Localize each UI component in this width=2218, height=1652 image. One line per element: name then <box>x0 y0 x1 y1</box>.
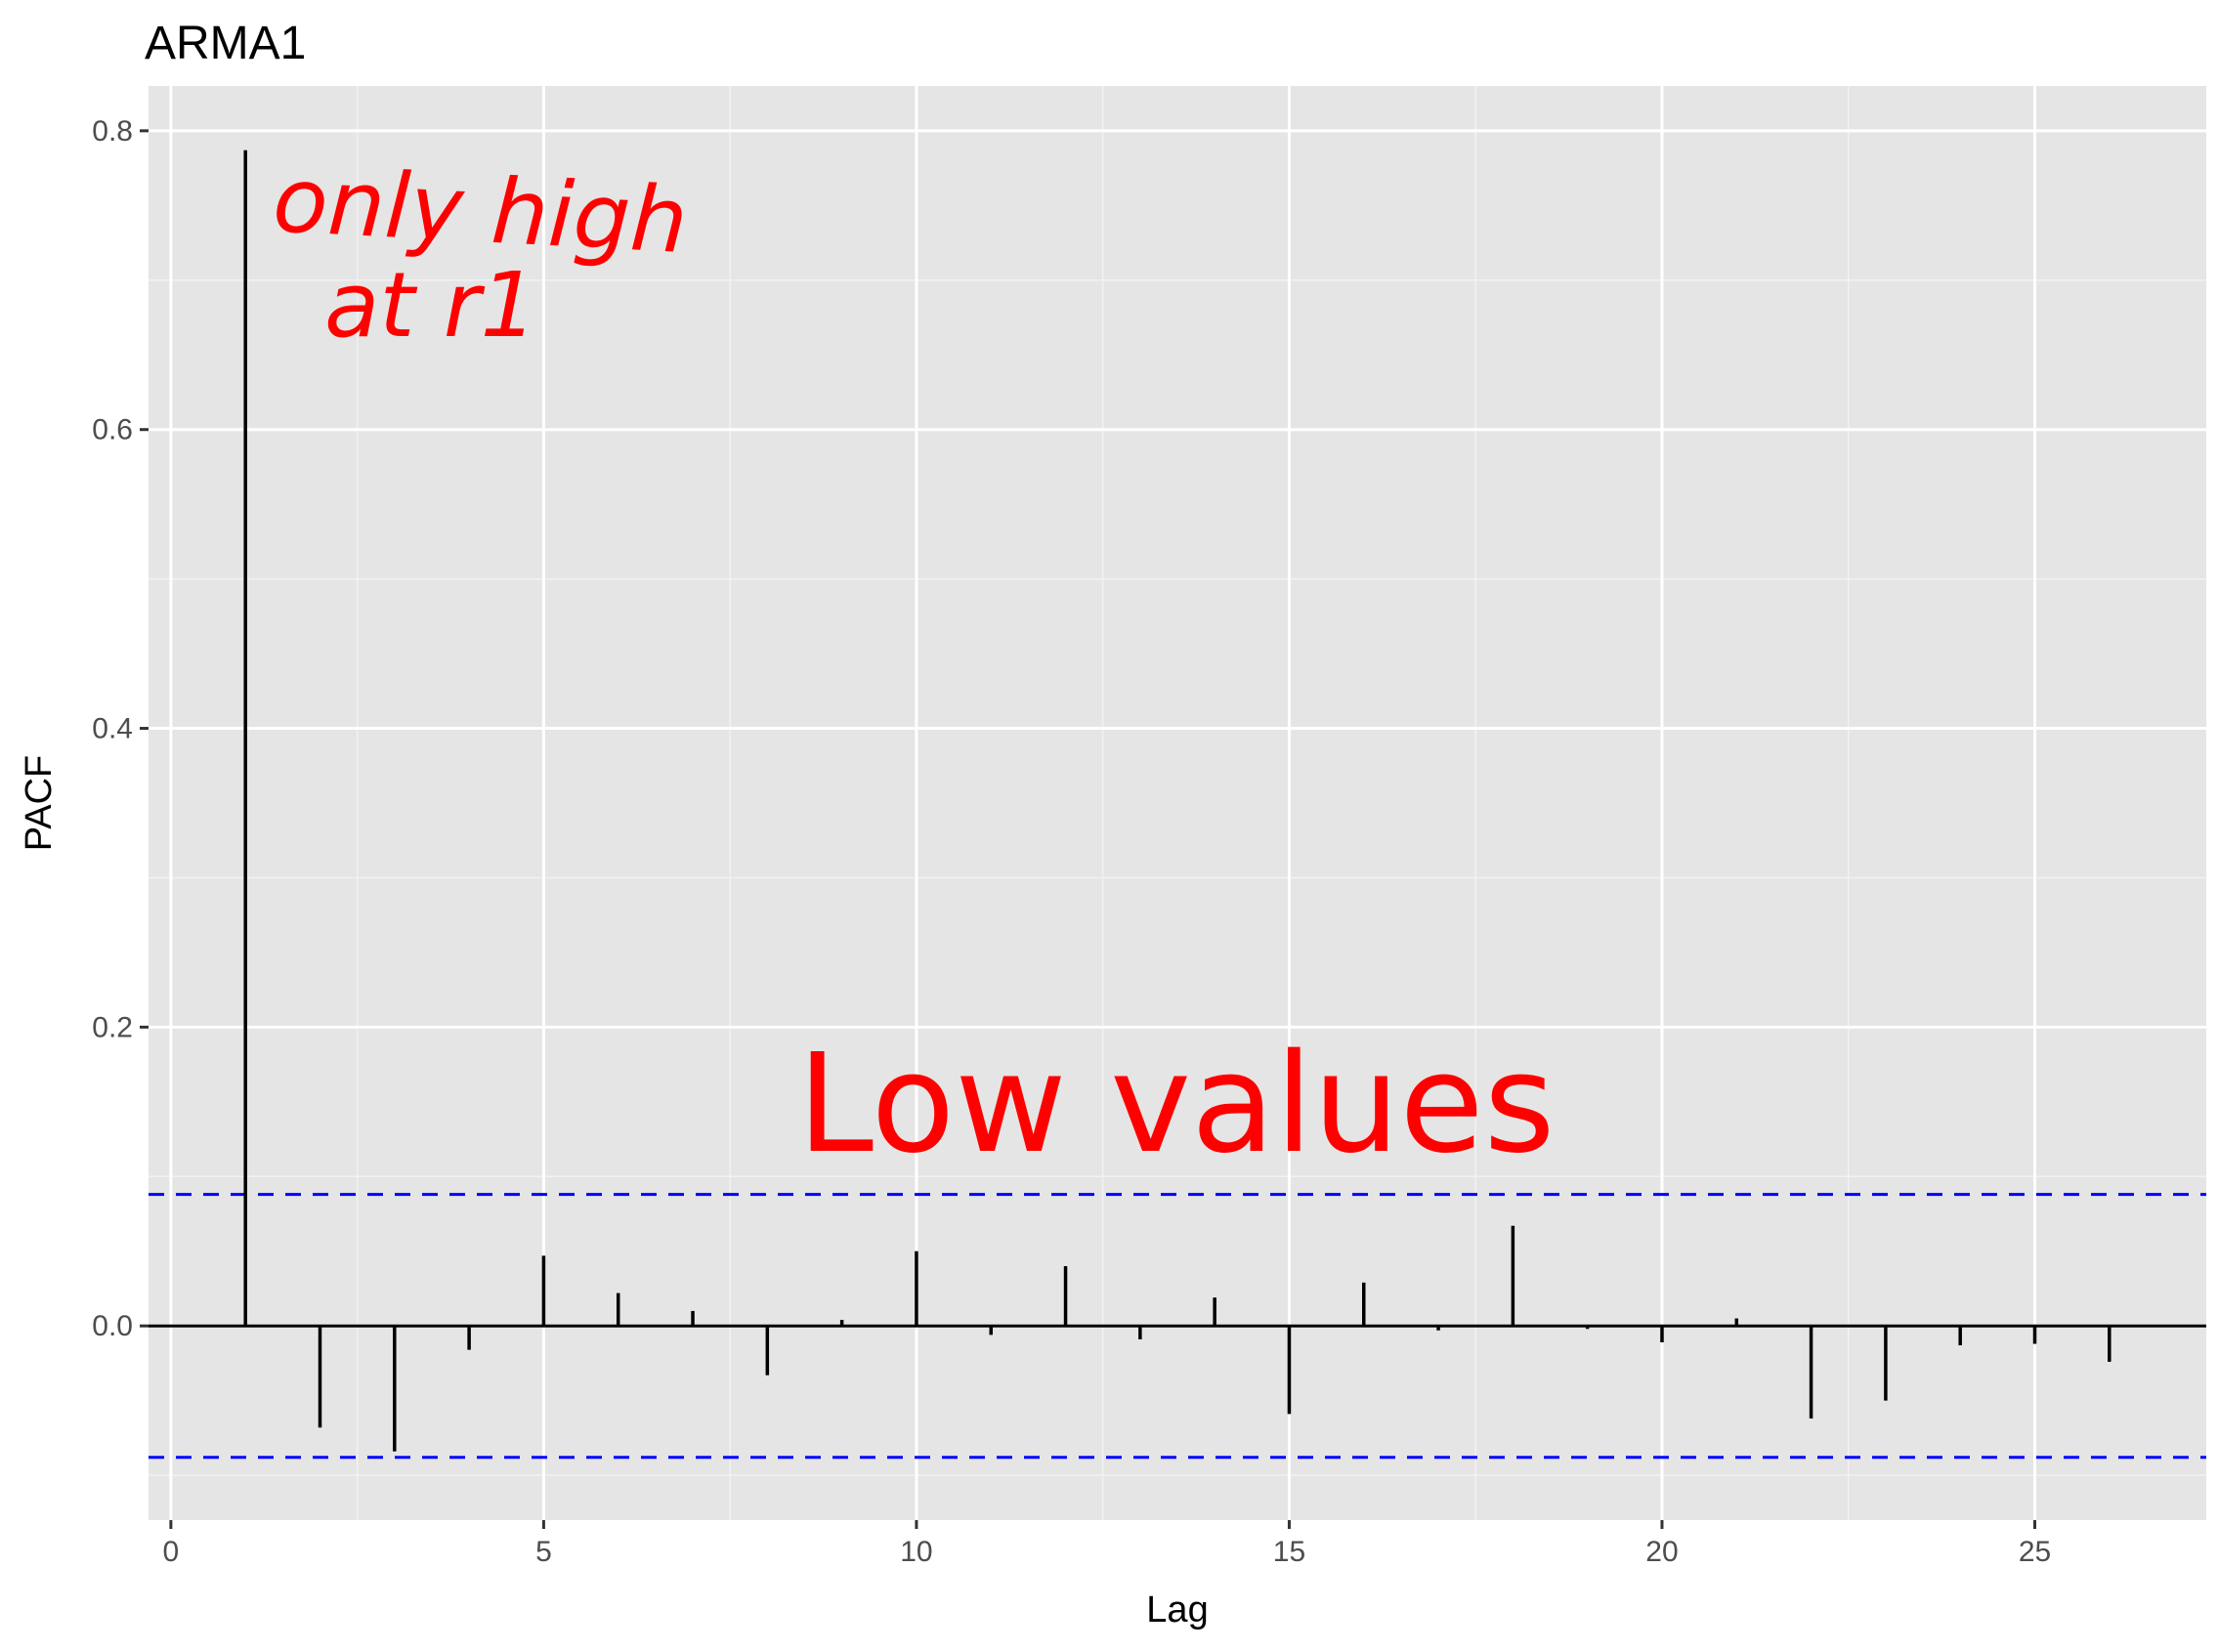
annotation-only-high: only high <box>271 148 690 274</box>
y-axis-ticks: 0.0 0.2 0.4 0.6 0.8 <box>92 115 149 1342</box>
y-tick-label: 0.4 <box>92 713 133 745</box>
annotation-at-r1: at r1 <box>324 253 537 358</box>
x-tick-label: 0 <box>163 1536 180 1568</box>
plot-panel <box>149 86 2206 1520</box>
x-tick-label: 10 <box>900 1536 932 1568</box>
chart-title: ARMA1 <box>145 18 306 69</box>
confidence-bounds <box>149 1193 2206 1460</box>
y-tick-label: 0.0 <box>92 1310 133 1342</box>
x-tick-label: 20 <box>1645 1536 1678 1568</box>
x-axis-title: Lag <box>1146 1589 1208 1631</box>
y-axis-title: PACF <box>19 755 60 852</box>
y-tick-label: 0.2 <box>92 1011 133 1043</box>
pacf-bars <box>243 149 2111 1452</box>
handwritten-annotations: only high at r1 Low values <box>271 148 1556 1184</box>
y-tick-label: 0.6 <box>92 414 133 446</box>
y-tick-label: 0.8 <box>92 115 133 148</box>
annotation-low-values: Low values <box>797 1025 1556 1184</box>
grid-minor <box>149 86 2206 1520</box>
x-tick-label: 25 <box>2019 1536 2051 1568</box>
x-tick-label: 5 <box>535 1536 552 1568</box>
x-axis-ticks: 0 5 10 15 20 25 <box>163 1520 2051 1568</box>
grid-major <box>149 86 2206 1520</box>
x-tick-label: 15 <box>1273 1536 1305 1568</box>
